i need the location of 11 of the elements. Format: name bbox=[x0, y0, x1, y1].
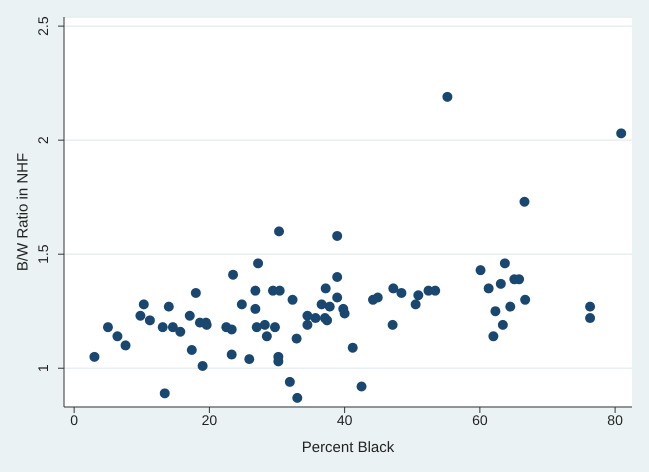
x-tick-label: 60 bbox=[472, 412, 488, 428]
x-tick-label: 20 bbox=[202, 412, 218, 428]
y-tick-label: 1.5 bbox=[35, 244, 51, 264]
x-tick-label: 0 bbox=[70, 412, 78, 428]
y-axis-title: B/W Ratio in NHF bbox=[14, 152, 32, 272]
x-axis-title: Percent Black bbox=[302, 439, 395, 456]
x-tick-label: 40 bbox=[336, 412, 353, 428]
x-tick-label: 80 bbox=[607, 412, 624, 428]
y-tick-label: 2 bbox=[35, 136, 51, 144]
y-tick-label: 2.5 bbox=[35, 16, 51, 36]
y-tick-label: 1 bbox=[35, 364, 51, 372]
